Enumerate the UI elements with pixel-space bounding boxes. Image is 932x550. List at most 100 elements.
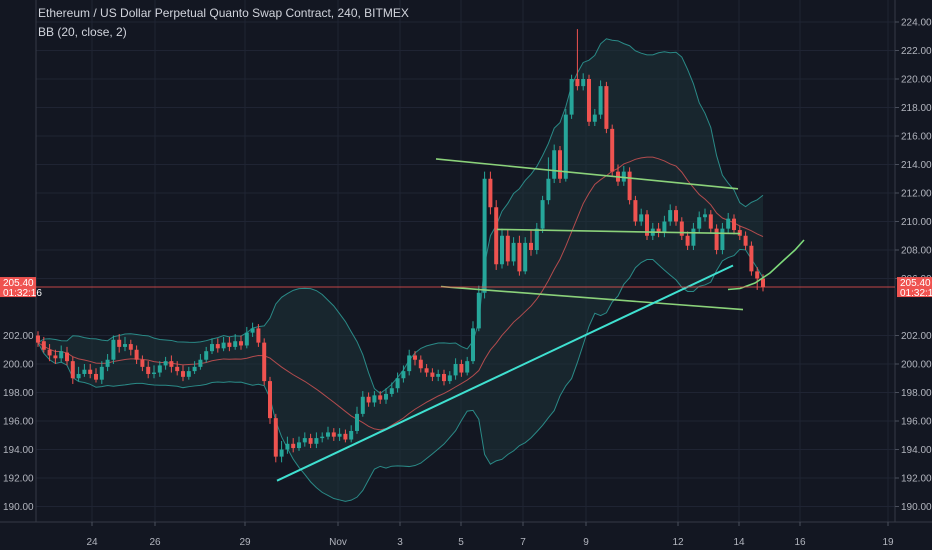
candle [447,371,452,384]
candle [355,406,359,434]
candle [500,228,504,269]
candle-body [761,278,765,288]
candle-body [604,86,609,129]
candle [697,211,702,233]
candle [743,231,748,250]
candle-body [163,361,168,366]
candle [140,355,145,372]
candle [621,165,626,186]
candle-body [703,214,707,218]
x-tick-label: 16 [794,537,806,548]
candle [163,356,168,370]
candle [343,429,348,443]
candle [534,222,539,255]
candle-body [482,178,487,293]
candle-body [59,351,64,359]
candle-body [314,438,319,444]
candle [360,391,365,417]
candle [389,382,394,397]
candle [401,365,406,383]
candle [424,364,429,377]
candle [656,222,661,238]
candle [320,432,325,443]
candle-body [471,328,475,362]
candle [326,426,330,440]
candle [181,365,185,382]
candle-body [610,128,615,172]
candle-body [558,150,562,179]
candle-body [418,359,423,369]
candle-body [511,242,516,262]
chart-grid [0,0,932,523]
candle-body [708,214,713,229]
candle [465,356,470,376]
candle [331,428,336,441]
candle-body [697,217,702,229]
candle [511,237,516,266]
candle [308,433,313,449]
indicator-legend[interactable]: BB (20, close, 2) [38,25,127,39]
x-tick-label: Nov [329,537,347,548]
tag-background [0,277,36,298]
candle-body [575,79,580,87]
candle-body [76,373,81,379]
candle [41,336,46,353]
candle [604,81,609,134]
candle [708,210,713,233]
candle-body [47,349,52,356]
candle [47,344,52,362]
candle-body [743,235,748,246]
right-price-axis: 224.00 222.00 220.00 218.00 216.00 214.00 212.… [895,18,932,513]
candle-body [621,171,626,182]
candle-body [169,361,174,367]
tag-countdown: 01:32:16 [900,288,932,299]
candle-body [459,364,464,373]
candle-body [285,443,290,450]
candle-body [395,378,400,389]
candle [430,368,435,382]
candle-body [523,242,528,272]
candle-body [413,355,417,360]
bb-basis [37,156,764,431]
candle [337,428,342,441]
candle [227,336,232,352]
candle [540,195,545,233]
candle-body [128,344,133,350]
candle [111,335,116,364]
candle-body [720,228,725,250]
candle-body [674,210,678,222]
candle-body [36,335,40,343]
candle [482,171,487,299]
candle-body [152,372,156,374]
candle [674,205,678,226]
candle-body [215,344,220,349]
candle [459,359,464,377]
candle-body [627,171,632,201]
candle [395,372,400,393]
candle [726,212,731,233]
candle [384,388,388,404]
candle [239,335,243,350]
candle [592,108,597,127]
candle-body [494,207,499,265]
chart-title: Ethereum / US Dollar Perpetual Quanto Sw… [38,6,409,20]
candle [273,413,278,463]
y-tick-label: 222.00 [901,46,932,57]
candle [639,208,644,226]
candle-body [181,371,185,377]
candle-body [41,341,46,350]
y-tick-label: 198.00 [901,388,932,399]
candle [36,331,40,347]
candle [679,217,684,241]
candle-body [442,373,446,382]
y-tick-label: 196.00 [901,417,932,428]
candle [192,361,197,374]
candle [563,108,568,182]
trend-line [435,158,739,190]
candle [407,349,412,376]
candle [152,365,156,379]
candle-body [88,369,93,374]
candle [53,349,58,364]
